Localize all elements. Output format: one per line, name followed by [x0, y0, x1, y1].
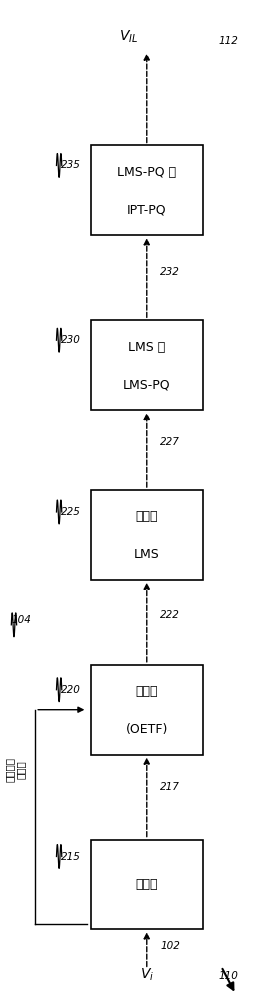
Text: 215: 215: [60, 852, 80, 862]
Text: $V_{IL}$: $V_{IL}$: [119, 29, 138, 45]
Text: 110: 110: [218, 971, 238, 981]
Text: 220: 220: [60, 685, 80, 695]
Text: 转换到: 转换到: [136, 510, 158, 523]
Text: (OETF): (OETF): [125, 723, 168, 736]
Text: 线性化: 线性化: [136, 685, 158, 698]
Text: 235: 235: [60, 160, 80, 170]
Bar: [91, 490, 203, 580]
Text: 232: 232: [160, 267, 180, 277]
Text: 225: 225: [60, 507, 80, 517]
Bar: [91, 320, 203, 410]
Text: 104: 104: [11, 615, 31, 625]
Text: 源和内容
元数据: 源和内容 元数据: [5, 757, 26, 782]
Text: IPT-PQ: IPT-PQ: [127, 204, 167, 217]
Text: 230: 230: [60, 335, 80, 345]
Text: $V_i$: $V_i$: [140, 967, 154, 983]
Text: LMS 到: LMS 到: [128, 341, 165, 354]
Text: 112: 112: [218, 36, 238, 46]
Text: LMS-PQ: LMS-PQ: [123, 379, 171, 392]
Text: 217: 217: [160, 782, 180, 792]
Text: 227: 227: [160, 437, 180, 447]
Text: LMS-PQ 到: LMS-PQ 到: [117, 166, 176, 179]
Text: 102: 102: [160, 941, 180, 951]
Text: LMS: LMS: [134, 548, 160, 561]
Bar: [91, 665, 203, 755]
Text: 预处理: 预处理: [136, 878, 158, 891]
Text: 222: 222: [160, 610, 180, 620]
Bar: [91, 145, 203, 235]
Bar: [91, 840, 203, 929]
